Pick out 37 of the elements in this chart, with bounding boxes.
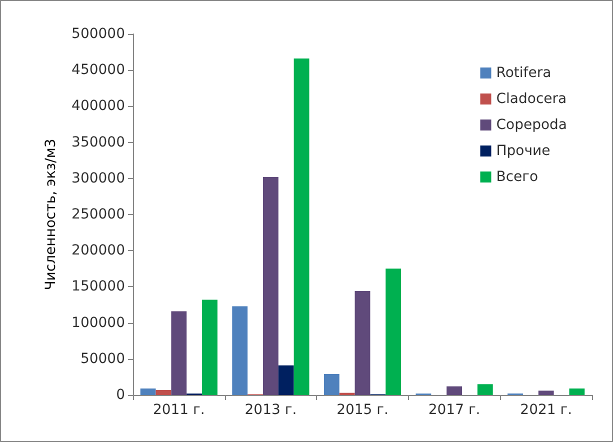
bar	[262, 176, 278, 395]
y-tick-label: 100000	[72, 314, 125, 331]
legend-label: Rotifera	[496, 65, 552, 81]
bar	[171, 311, 187, 395]
bar	[278, 365, 294, 395]
y-tick-label: 350000	[72, 134, 125, 150]
x-tick-label: 2011 г.	[152, 402, 205, 418]
x-tick-label: 2017 г.	[428, 402, 480, 418]
x-tick-label: 2021 г.	[520, 402, 572, 418]
y-tick-label: 50000	[80, 350, 125, 367]
legend-label: Cladocera	[496, 91, 567, 107]
y-tick-label: 150000	[72, 278, 125, 295]
bar	[202, 300, 218, 395]
legend-label: Всего	[496, 169, 538, 185]
x-tick-label: 2015 г.	[336, 402, 388, 418]
bar	[232, 306, 248, 395]
y-axis-title: Численность, экз/м3	[43, 138, 59, 290]
bar	[446, 386, 462, 395]
bar	[324, 374, 340, 395]
legend-label: Прочие	[496, 143, 550, 159]
y-tick-label: 450000	[72, 62, 125, 78]
bar	[569, 388, 585, 395]
bar	[538, 390, 554, 395]
bar	[294, 58, 310, 395]
y-tick-label: 0	[116, 387, 125, 403]
bar	[386, 268, 402, 395]
bar	[156, 390, 172, 395]
y-tick-label: 500000	[72, 26, 125, 42]
y-tick-label: 400000	[72, 98, 125, 114]
bar	[354, 291, 370, 395]
bar	[140, 388, 156, 395]
x-tick-label: 2013 г.	[244, 402, 297, 418]
bar	[477, 384, 493, 395]
legend-label: Copepoda	[496, 117, 568, 133]
y-tick-label: 200000	[72, 242, 125, 259]
y-tick-label: 250000	[72, 206, 125, 222]
y-tick-label: 300000	[72, 170, 125, 186]
